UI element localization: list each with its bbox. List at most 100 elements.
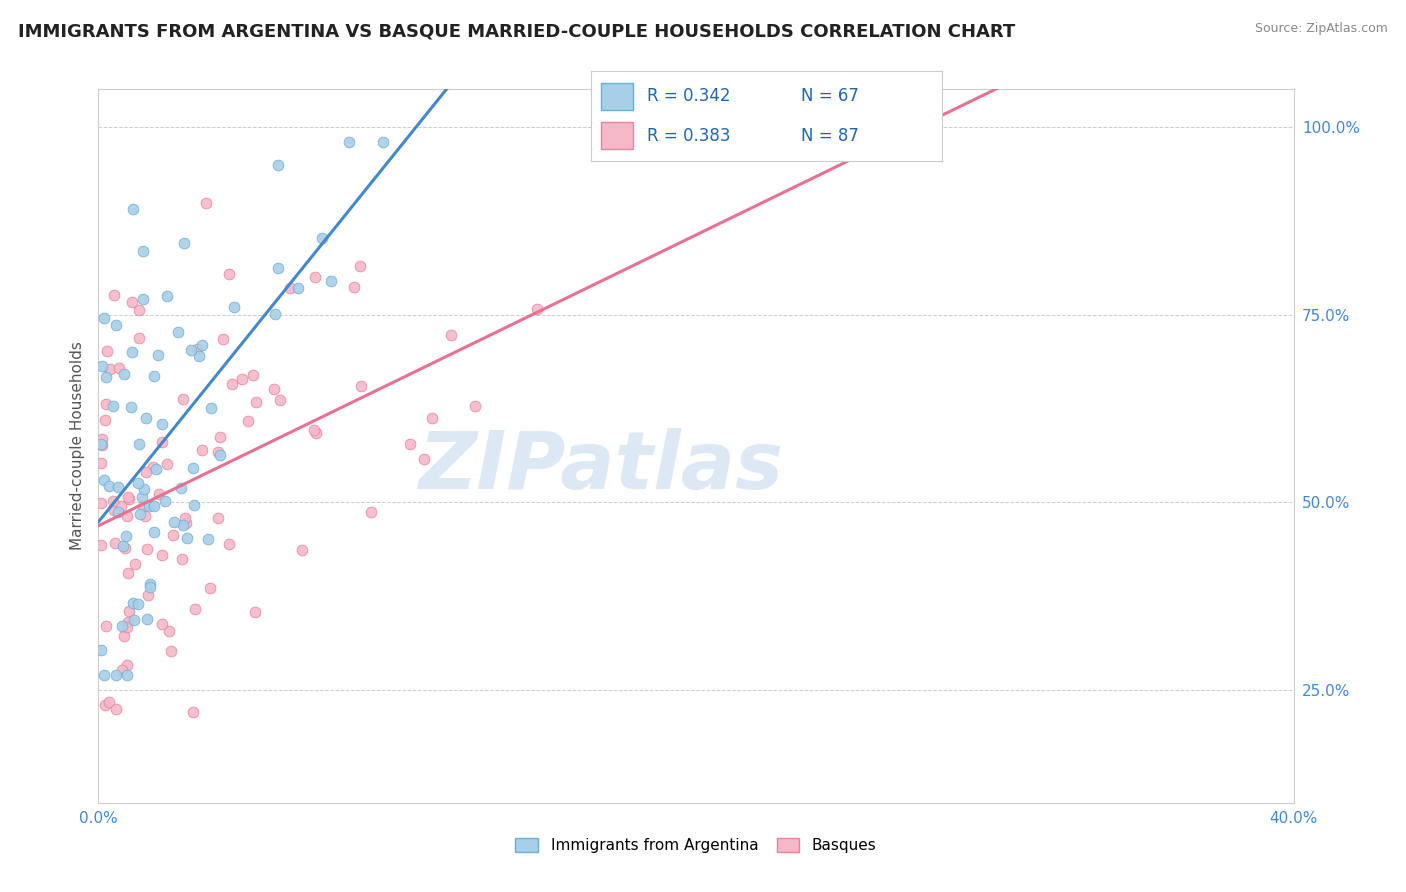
Point: [167, 325, 190, 339]
Point: [98, 361, 121, 376]
Point: [115, 668, 138, 682]
Point: [93, 412, 115, 426]
Point: [181, 705, 204, 719]
Point: [269, 393, 291, 408]
Point: [107, 480, 129, 494]
Point: [115, 620, 138, 634]
Point: [197, 532, 219, 546]
Point: [173, 236, 195, 251]
Point: [349, 260, 371, 274]
Point: [231, 372, 253, 386]
Point: [181, 461, 204, 475]
Point: [174, 510, 197, 524]
Point: [134, 482, 156, 496]
Point: [194, 196, 217, 211]
Point: [218, 537, 240, 551]
Point: [264, 307, 287, 321]
Point: [103, 503, 125, 517]
Point: [245, 395, 267, 409]
Y-axis label: Married-couple Households: Married-couple Households: [69, 342, 84, 550]
Point: [114, 541, 136, 556]
Point: [112, 367, 135, 381]
Point: [138, 500, 160, 514]
Point: [107, 360, 129, 375]
Point: [150, 417, 173, 431]
Point: [122, 613, 145, 627]
Point: [127, 475, 149, 490]
Point: [121, 345, 143, 359]
Point: [90, 643, 112, 657]
Point: [117, 566, 139, 580]
Point: [337, 135, 360, 149]
Point: [291, 542, 314, 557]
Point: [162, 516, 184, 530]
Point: [200, 401, 222, 416]
Point: [112, 629, 135, 643]
Point: [420, 411, 443, 425]
Point: [132, 500, 155, 514]
Point: [156, 289, 179, 303]
Point: [172, 518, 194, 533]
Point: [131, 491, 153, 505]
Point: [207, 510, 229, 524]
Point: [124, 557, 146, 571]
Point: [236, 414, 259, 428]
Point: [101, 494, 124, 508]
Point: [170, 481, 193, 495]
Text: N = 87: N = 87: [801, 127, 859, 145]
Point: [117, 615, 139, 630]
FancyBboxPatch shape: [602, 122, 633, 149]
Point: [183, 499, 205, 513]
Point: [209, 448, 232, 462]
Point: [350, 378, 373, 392]
Point: [94, 619, 117, 633]
Point: [132, 244, 155, 258]
Point: [104, 702, 127, 716]
Point: [184, 601, 207, 615]
Point: [94, 698, 117, 712]
Point: [198, 581, 221, 595]
Point: [120, 400, 142, 414]
Point: [172, 392, 194, 406]
Point: [115, 529, 138, 543]
FancyBboxPatch shape: [602, 83, 633, 110]
Point: [207, 444, 229, 458]
Point: [304, 270, 326, 285]
Point: [136, 588, 159, 602]
Point: [129, 507, 152, 521]
Point: [146, 348, 169, 362]
Point: [142, 368, 165, 383]
Point: [93, 668, 115, 682]
Point: [96, 344, 118, 359]
Point: [104, 535, 127, 549]
Point: [188, 350, 211, 364]
Point: [157, 624, 180, 638]
Point: [103, 288, 125, 302]
Point: [150, 434, 173, 449]
Text: R = 0.383: R = 0.383: [647, 127, 730, 145]
Point: [242, 368, 264, 383]
Point: [191, 443, 214, 458]
Point: [91, 359, 114, 373]
Point: [243, 605, 266, 619]
Point: [267, 260, 290, 275]
Point: [180, 343, 202, 357]
Point: [191, 338, 214, 352]
Legend: Immigrants from Argentina, Basques: Immigrants from Argentina, Basques: [509, 831, 883, 859]
Point: [148, 487, 170, 501]
Point: [155, 494, 177, 508]
Point: [142, 499, 165, 513]
Point: [224, 301, 246, 315]
Text: Source: ZipAtlas.com: Source: ZipAtlas.com: [1254, 22, 1388, 36]
Point: [287, 280, 309, 294]
Point: [110, 499, 132, 513]
Point: [128, 303, 150, 318]
Point: [93, 473, 115, 487]
Point: [111, 663, 134, 677]
Point: [90, 438, 112, 452]
Point: [127, 597, 149, 611]
Point: [135, 466, 157, 480]
Point: [263, 382, 285, 396]
Point: [122, 202, 145, 217]
Point: [278, 281, 301, 295]
